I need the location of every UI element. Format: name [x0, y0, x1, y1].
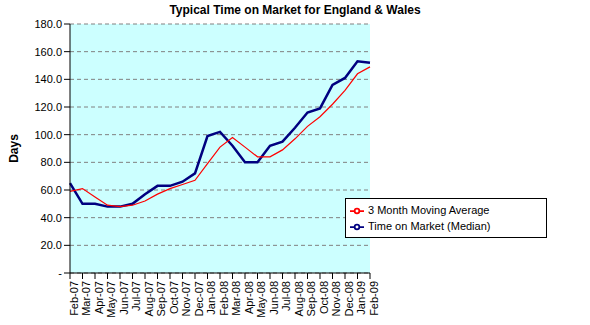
svg-text:Aug-07: Aug-07: [143, 281, 155, 316]
svg-text:Jul-08: Jul-08: [280, 281, 292, 311]
svg-text:Nov-07: Nov-07: [180, 281, 192, 316]
svg-text:Oct-08: Oct-08: [318, 281, 330, 314]
svg-text:60.0: 60.0: [41, 184, 62, 196]
html-text:Time on Market (Median): Time on Market (Median): [368, 220, 491, 233]
svg-text:Sep-07: Sep-07: [155, 281, 167, 316]
svg-text:Jun-08: Jun-08: [268, 281, 280, 315]
svg-text:Nov-08: Nov-08: [330, 281, 342, 316]
html-text:Typical Time on Market for Eng: Typical Time on Market for England & Wal…: [169, 3, 421, 17]
svg-text:Sep-08: Sep-08: [305, 281, 317, 316]
svg-text:Jan-09: Jan-09: [355, 281, 367, 315]
svg-text:Mar-08: Mar-08: [230, 281, 242, 316]
svg-text:Apr-08: Apr-08: [243, 281, 255, 314]
svg-text:120.0: 120.0: [34, 101, 62, 113]
svg-text:160.0: 160.0: [34, 46, 62, 58]
svg-text:Oct-07: Oct-07: [168, 281, 180, 314]
svg-text:Jan-08: Jan-08: [205, 281, 217, 315]
svg-text:100.0: 100.0: [34, 129, 62, 141]
svg-text:Mar-07: Mar-07: [80, 281, 92, 316]
svg-text:140.0: 140.0: [34, 73, 62, 85]
svg-text:May-07: May-07: [105, 281, 117, 318]
svg-text:80.0: 80.0: [41, 156, 62, 168]
svg-text:-: -: [58, 267, 62, 279]
svg-text:Feb-08: Feb-08: [218, 281, 230, 316]
svg-text:Dec-07: Dec-07: [193, 281, 205, 316]
svg-text:May-08: May-08: [255, 281, 267, 318]
svg-text:20.0: 20.0: [41, 239, 62, 251]
svg-text:Jul-07: Jul-07: [130, 281, 142, 311]
svg-text:Days: Days: [8, 134, 21, 163]
svg-text:Feb-09: Feb-09: [368, 281, 380, 316]
svg-text:Jun-07: Jun-07: [118, 281, 130, 315]
svg-text:Dec-08: Dec-08: [343, 281, 355, 316]
svg-text:180.0: 180.0: [34, 18, 62, 30]
svg-text:Feb-07: Feb-07: [68, 281, 80, 316]
html-text:3 Month Moving Average: 3 Month Moving Average: [368, 204, 490, 216]
svg-text:40.0: 40.0: [41, 212, 62, 224]
svg-text:Aug-08: Aug-08: [293, 281, 305, 316]
svg-text:Apr-07: Apr-07: [93, 281, 105, 314]
